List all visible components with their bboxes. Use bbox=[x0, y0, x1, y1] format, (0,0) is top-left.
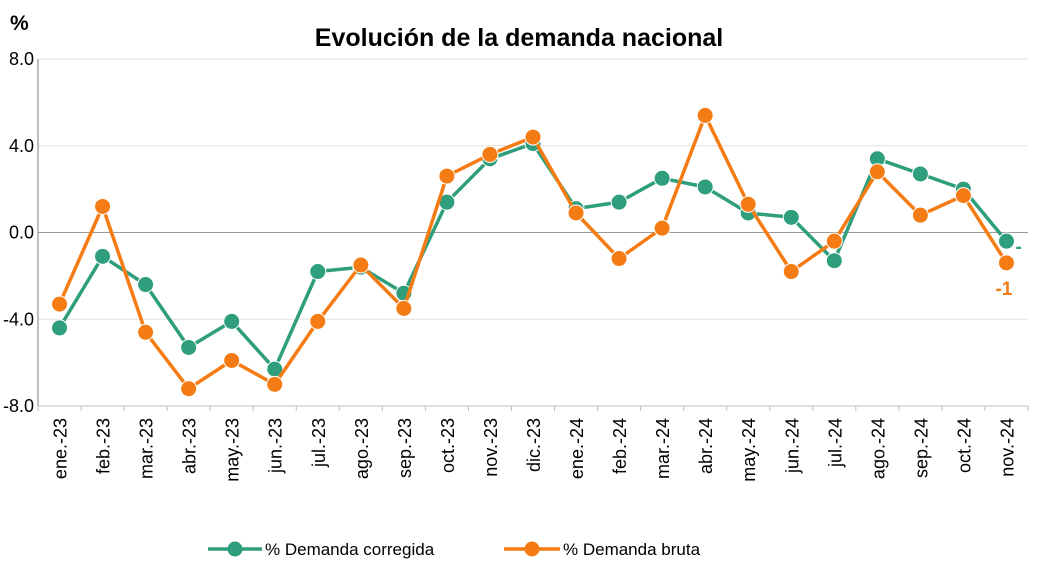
x-tick-label: jun.-24 bbox=[782, 418, 802, 474]
data-point bbox=[610, 193, 628, 211]
x-tick-label: dic.-23 bbox=[524, 418, 544, 472]
x-tick-label: nov.-24 bbox=[997, 418, 1017, 477]
y-tick-label: 8.0 bbox=[9, 49, 34, 69]
data-point bbox=[51, 319, 69, 337]
series-group: --1 bbox=[51, 106, 1022, 398]
y-tick-label: -8.0 bbox=[3, 396, 34, 416]
x-tick-label: ene.-24 bbox=[567, 418, 587, 479]
x-tick-label: oct.-24 bbox=[954, 418, 974, 473]
data-point bbox=[94, 247, 112, 265]
x-tick-label: ene.-23 bbox=[51, 418, 71, 479]
x-tick-label: feb.-23 bbox=[94, 418, 114, 474]
data-point bbox=[137, 323, 155, 341]
data-point bbox=[739, 195, 757, 213]
data-point bbox=[223, 351, 241, 369]
data-point bbox=[868, 163, 886, 181]
legend-label: % Demanda corregida bbox=[265, 540, 435, 559]
data-point bbox=[567, 204, 585, 222]
data-point bbox=[782, 263, 800, 281]
data-point bbox=[180, 380, 198, 398]
x-tick-label: mar.-23 bbox=[137, 418, 157, 479]
data-point bbox=[94, 197, 112, 215]
y-unit-label: % bbox=[10, 12, 29, 35]
x-tick-label: ago.-23 bbox=[352, 418, 372, 479]
data-point bbox=[266, 375, 284, 393]
data-point bbox=[481, 145, 499, 163]
end-label: -1 bbox=[995, 279, 1012, 300]
data-point bbox=[137, 276, 155, 294]
x-tick-label: abr.-24 bbox=[696, 418, 716, 474]
data-point bbox=[51, 295, 69, 313]
x-tick-label: may.-24 bbox=[739, 418, 759, 482]
legend-label: % Demanda bruta bbox=[563, 540, 701, 559]
data-point bbox=[352, 256, 370, 274]
y-tick-label: -4.0 bbox=[3, 309, 34, 329]
data-point bbox=[524, 128, 542, 146]
data-point bbox=[223, 312, 241, 330]
x-tick-label: feb.-24 bbox=[610, 418, 630, 474]
data-point bbox=[395, 299, 413, 317]
x-tick-label: sep.-23 bbox=[395, 418, 415, 478]
x-tick-label: jul.-23 bbox=[309, 418, 329, 468]
x-tick-label: nov.-23 bbox=[481, 418, 501, 477]
x-tick-label: ago.-24 bbox=[868, 418, 888, 479]
x-tick-label: sep.-24 bbox=[911, 418, 931, 478]
series-line bbox=[57, 113, 1009, 391]
data-point bbox=[653, 219, 671, 237]
data-point bbox=[696, 106, 714, 124]
series-line bbox=[57, 141, 1009, 371]
data-point bbox=[911, 206, 929, 224]
data-point bbox=[954, 187, 972, 205]
end-label: - bbox=[1015, 237, 1021, 258]
legend-marker bbox=[227, 541, 243, 557]
legend: % Demanda corregida % Demanda bruta bbox=[208, 540, 701, 559]
y-tick-label: 0.0 bbox=[9, 223, 34, 243]
y-axis: 8.0 4.0 0.0 -4.0 -8.0 bbox=[3, 49, 39, 416]
x-tick-label: jun.-23 bbox=[266, 418, 286, 474]
data-point bbox=[782, 208, 800, 226]
legend-marker bbox=[524, 541, 540, 557]
data-point bbox=[997, 232, 1015, 250]
x-tick-label: jul.-24 bbox=[825, 418, 845, 468]
x-axis: ene.-23 feb.-23 mar.-23 abr.-23 may.-23 jun.-… bbox=[37, 232, 1029, 482]
data-point bbox=[653, 169, 671, 187]
data-point bbox=[997, 254, 1015, 272]
data-point bbox=[180, 338, 198, 356]
data-point bbox=[610, 250, 628, 268]
data-point bbox=[696, 178, 714, 196]
data-point bbox=[825, 232, 843, 250]
data-point bbox=[911, 165, 929, 183]
data-point bbox=[309, 312, 327, 330]
chart-title: Evolución de la demanda nacional bbox=[315, 24, 723, 52]
data-point bbox=[825, 252, 843, 270]
x-tick-label: may.-23 bbox=[223, 418, 243, 482]
data-point bbox=[309, 263, 327, 281]
x-tick-label: abr.-23 bbox=[180, 418, 200, 474]
x-tick-label: mar.-24 bbox=[653, 418, 673, 479]
x-tick-label: oct.-23 bbox=[438, 418, 458, 473]
y-tick-label: 4.0 bbox=[9, 136, 34, 156]
data-point bbox=[438, 167, 456, 185]
